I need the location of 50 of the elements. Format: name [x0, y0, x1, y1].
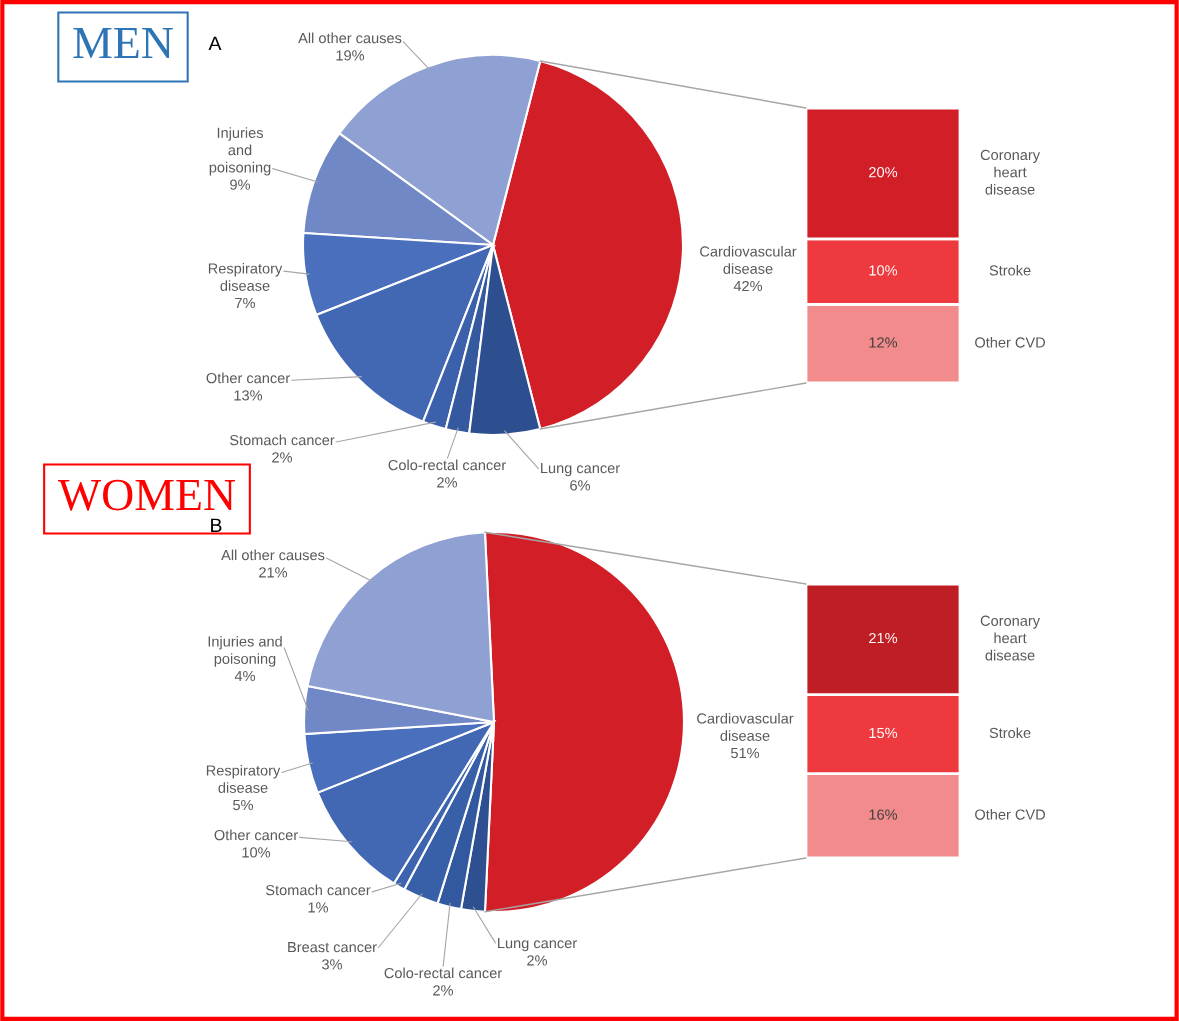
- data-label: 51%: [730, 747, 760, 759]
- data-label: 7%: [235, 297, 256, 309]
- data-label: 16%: [869, 809, 898, 820]
- text: Stroke: [989, 727, 1031, 739]
- chart-title: MEN: [73, 28, 173, 59]
- slice-label: Other cancer: [214, 829, 298, 841]
- data-label: 2%: [433, 985, 454, 996]
- series-label: Coronary heart disease: [980, 149, 1041, 195]
- data-label: 5%: [233, 799, 254, 811]
- text: A: [208, 36, 222, 51]
- text: B: [211, 518, 222, 533]
- slice-label: Stomach cancer: [229, 434, 335, 446]
- slice-label: Cardiovascular disease: [697, 712, 794, 741]
- slice-label: Other cancer: [206, 372, 290, 384]
- data-label: 10%: [242, 847, 271, 858]
- slice-label: Respiratory disease: [206, 764, 281, 793]
- series-label: Coronary heart disease: [980, 615, 1041, 661]
- data-label: 20%: [869, 167, 898, 178]
- data-label: 2%: [527, 955, 548, 966]
- slice-label: Stomach cancer: [265, 884, 371, 896]
- data-label: 12%: [869, 337, 898, 348]
- slice-label: Cardiovascular disease: [700, 245, 797, 274]
- data-label: 15%: [869, 727, 898, 739]
- data-label: 2%: [437, 477, 458, 488]
- slice-label: Colo-rectal cancer: [384, 967, 502, 979]
- data-label: 42%: [733, 280, 763, 292]
- slice-label: Colo-rectal cancer: [388, 459, 506, 471]
- data-label: 21%: [869, 632, 898, 644]
- data-label: 6%: [570, 480, 591, 491]
- data-label: 2%: [272, 452, 293, 463]
- data-label: 19%: [336, 50, 365, 61]
- data-label: 4%: [234, 670, 256, 682]
- slice-label: Lung cancer: [541, 463, 620, 477]
- data-label: 13%: [234, 390, 263, 401]
- text: Stroke: [989, 264, 1031, 276]
- chart-title: WOMEN: [57, 479, 236, 511]
- slice-label: Breast cancer: [288, 942, 377, 953]
- slice-label: Injuries and poisoning: [208, 635, 282, 667]
- slice-label: Lung cancer: [498, 938, 577, 952]
- slice-label: Respiratory disease: [208, 262, 283, 291]
- slice-label: All other causes: [298, 32, 402, 44]
- series-label: Other CVD: [975, 336, 1046, 348]
- data-label: 10%: [869, 265, 898, 276]
- slice-label: Injuries and poisoning: [209, 127, 271, 176]
- series-label: Other CVD: [975, 809, 1046, 820]
- slice-label: All other causes: [221, 549, 325, 561]
- data-label: 21%: [259, 567, 288, 578]
- data-label: 9%: [230, 179, 251, 190]
- data-label: 1%: [308, 902, 329, 913]
- data-label: 3%: [322, 959, 343, 970]
